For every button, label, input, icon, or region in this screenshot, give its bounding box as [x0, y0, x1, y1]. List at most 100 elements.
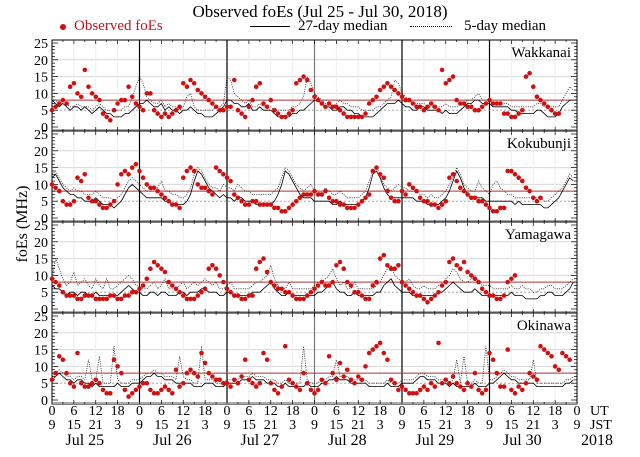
y-tick-label: 5	[41, 104, 48, 119]
y-tick-label: 15	[34, 344, 48, 359]
observed-point	[520, 107, 525, 113]
observed-point	[181, 293, 186, 298]
x-tick-label-jst: 3	[289, 418, 297, 433]
observed-point	[195, 293, 201, 298]
observed-point	[552, 111, 558, 116]
observed-point	[472, 107, 478, 113]
observed-point	[319, 101, 325, 106]
observed-point	[250, 380, 255, 386]
observed-point	[498, 205, 503, 211]
observed-point	[210, 374, 215, 379]
observed-point	[144, 91, 150, 96]
observed-point	[421, 296, 427, 302]
observed-point	[516, 175, 521, 180]
observed-point	[523, 185, 529, 191]
observed-point	[410, 391, 416, 396]
observed-point	[133, 289, 139, 295]
observed-point	[60, 357, 66, 363]
observed-point	[129, 94, 135, 100]
observed-point	[297, 296, 303, 302]
observed-point	[283, 114, 288, 120]
observed-point	[363, 364, 368, 369]
observed-point	[250, 198, 255, 204]
x-tick-label-ut: 6	[420, 404, 428, 419]
observed-point	[403, 192, 408, 197]
observed-point	[155, 391, 160, 396]
day-label: Jul 30	[502, 432, 542, 449]
observed-point	[414, 293, 419, 298]
observed-point	[447, 259, 452, 265]
x-tick-label-jst: 15	[154, 418, 169, 433]
observed-point	[268, 202, 274, 207]
observed-point	[334, 263, 339, 268]
x-tick-label-jst: 15	[66, 418, 81, 433]
observed-point	[206, 266, 212, 272]
observed-point	[224, 286, 230, 292]
observed-point	[377, 87, 383, 93]
observed-point	[253, 198, 259, 204]
y-tick-label: 10	[34, 87, 48, 102]
observed-point	[439, 202, 445, 207]
observed-point	[370, 97, 376, 103]
observed-point	[264, 269, 270, 275]
observed-point	[345, 205, 350, 211]
observed-point	[487, 97, 492, 103]
y-tick-label: 0	[41, 303, 48, 318]
observed-point	[545, 104, 551, 110]
x-tick-label-ut: 18	[285, 404, 300, 419]
observed-point	[126, 394, 131, 399]
observed-point	[210, 263, 215, 268]
observed-point	[454, 380, 460, 386]
observed-point	[78, 94, 84, 100]
chart-title: Observed foEs (Jul 25 - Jul 30, 2018)	[192, 2, 448, 21]
y-tick-label: 15	[34, 71, 48, 86]
observed-point	[173, 286, 179, 292]
observed-point	[323, 104, 328, 110]
observed-point	[268, 380, 274, 386]
observed-point	[261, 202, 266, 207]
observed-point	[323, 283, 328, 288]
observed-point	[490, 357, 496, 363]
day-label: Jul 26	[152, 432, 192, 449]
observed-point	[407, 97, 412, 103]
observed-point	[359, 377, 365, 383]
observed-point	[392, 380, 398, 386]
x-tick-label-jst: 9	[486, 418, 493, 433]
observed-point	[151, 391, 157, 396]
observed-point	[250, 293, 255, 298]
station-label-wakkanai: Wakkanai	[511, 45, 571, 61]
observed-point	[206, 97, 212, 103]
observed-point	[520, 178, 525, 184]
observed-point	[297, 77, 303, 83]
observed-point	[374, 94, 379, 100]
observed-point	[162, 111, 168, 116]
observed-point	[261, 256, 266, 261]
observed-point	[283, 209, 288, 214]
observed-point	[505, 279, 511, 285]
observed-point	[257, 380, 263, 386]
observed-point	[479, 286, 485, 292]
observed-point	[476, 279, 481, 285]
observed-point	[421, 384, 427, 389]
observed-point	[556, 111, 562, 116]
x-tick-label-ut: 6	[70, 404, 78, 419]
observed-point	[396, 263, 401, 268]
observed-point	[348, 114, 354, 120]
x-unit-jst: JST	[590, 418, 612, 433]
observed-point	[64, 293, 69, 298]
observed-point	[268, 279, 274, 285]
observed-point	[366, 350, 372, 356]
observed-point	[67, 202, 73, 207]
observed-point	[337, 202, 343, 207]
x-tick-label-jst: 15	[416, 418, 431, 433]
observed-point	[286, 205, 292, 211]
observed-point	[432, 104, 438, 110]
x-unit-ut: UT	[590, 404, 609, 419]
y-tick-label: 10	[34, 360, 48, 375]
observed-point	[501, 293, 507, 298]
observed-point	[275, 286, 281, 292]
x-tick-label-jst: 9	[223, 418, 231, 433]
observed-point	[100, 205, 106, 211]
observed-point	[461, 101, 467, 106]
observed-point	[414, 188, 419, 194]
